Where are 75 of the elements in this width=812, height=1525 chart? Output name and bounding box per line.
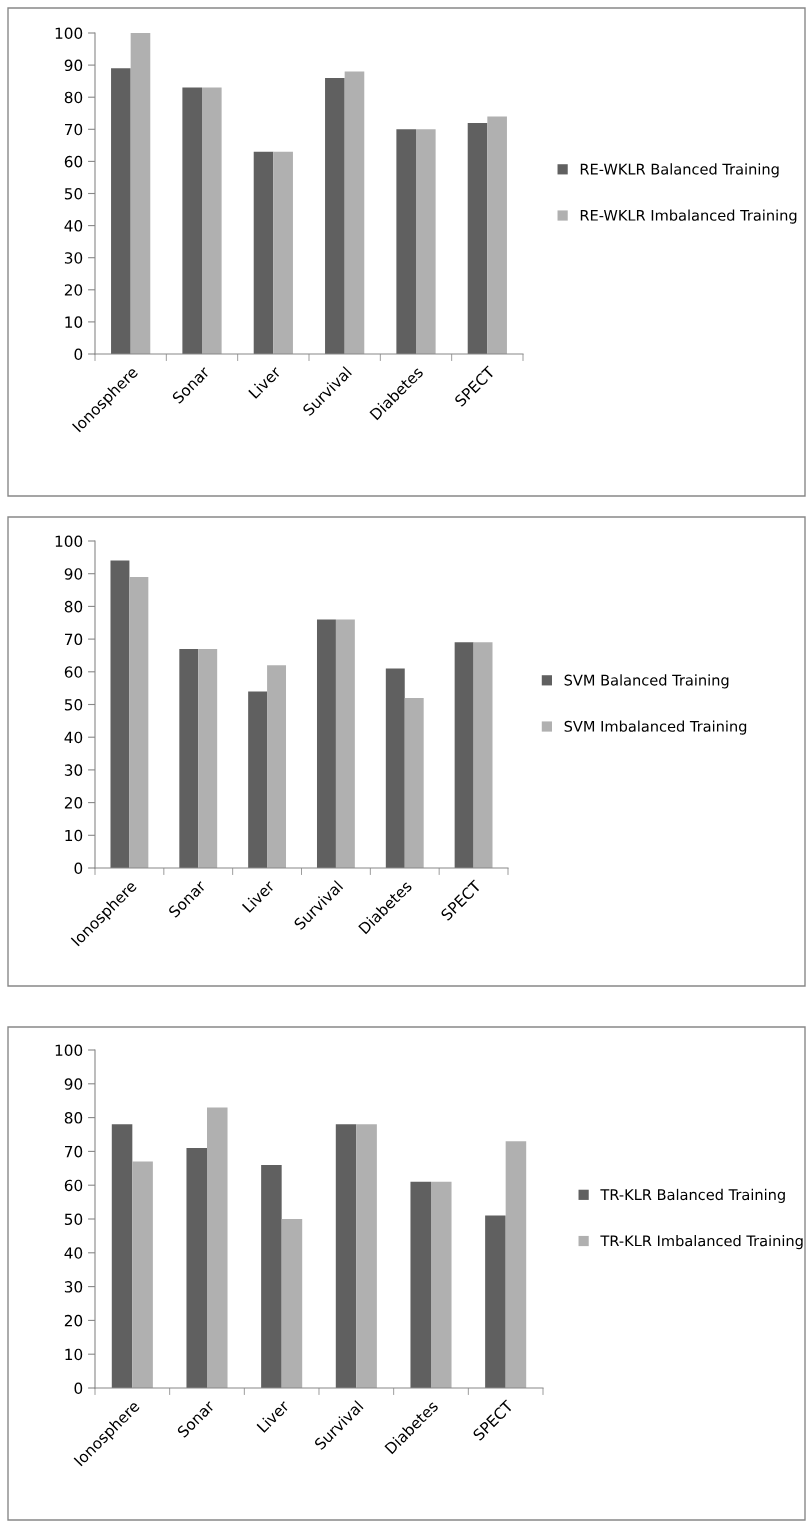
bar xyxy=(356,1124,377,1388)
y-tick-label: 30 xyxy=(64,764,83,776)
bar xyxy=(416,129,436,354)
bar xyxy=(467,122,488,354)
y-tick-label: 80 xyxy=(64,600,83,613)
y-tick-label: 100 xyxy=(55,535,83,548)
y-tick-label: 30 xyxy=(64,252,83,264)
y-tick-label: 40 xyxy=(64,220,83,232)
bar xyxy=(202,87,222,354)
y-tick-label: 90 xyxy=(64,1078,83,1090)
bar xyxy=(111,68,131,354)
bar xyxy=(335,619,355,868)
y-tick-label: 100 xyxy=(55,1044,83,1057)
y-tick-label: 50 xyxy=(64,187,83,200)
bar xyxy=(487,116,507,354)
bar xyxy=(130,33,151,354)
bar xyxy=(410,1181,431,1388)
bar xyxy=(505,1141,527,1388)
legend-label: TR-KLR Balanced Training xyxy=(600,1188,785,1203)
y-tick-label: 70 xyxy=(65,1145,83,1158)
legend-label: TR-KLR Imbalanced Training xyxy=(600,1235,803,1250)
bar xyxy=(198,648,218,868)
y-tick-label: 20 xyxy=(64,797,83,809)
y-tick-label: 0 xyxy=(74,862,83,875)
y-tick-label: 10 xyxy=(65,1348,83,1361)
y-tick-label: 50 xyxy=(64,1213,83,1226)
y-tick-label: 90 xyxy=(64,59,83,72)
y-tick-label: 20 xyxy=(64,1314,83,1327)
bar xyxy=(431,1181,452,1388)
bar xyxy=(132,1161,153,1388)
y-tick-label: 60 xyxy=(64,1179,83,1192)
bar xyxy=(485,1215,506,1388)
legend-label: SVM Balanced Training xyxy=(564,674,729,689)
bar xyxy=(404,697,424,868)
bar xyxy=(207,1107,228,1388)
y-tick-label: 20 xyxy=(64,284,83,296)
bar xyxy=(344,71,365,354)
y-tick-label: 10 xyxy=(65,316,83,328)
bar xyxy=(473,642,493,868)
bar xyxy=(281,1219,303,1388)
y-tick-label: 60 xyxy=(64,155,83,168)
y-tick-label: 70 xyxy=(65,123,83,136)
bar xyxy=(261,1164,282,1388)
y-tick-label: 100 xyxy=(55,27,83,40)
bar xyxy=(129,576,149,868)
bar xyxy=(111,1124,133,1388)
bar xyxy=(186,1148,207,1388)
bar xyxy=(182,87,202,354)
bar xyxy=(248,691,268,868)
y-tick-label: 40 xyxy=(64,1247,83,1259)
bar xyxy=(316,619,336,868)
y-tick-label: 80 xyxy=(64,91,83,104)
y-tick-label: 80 xyxy=(64,1112,83,1124)
y-tick-label: 60 xyxy=(64,666,83,678)
legend-label: RE-WKLR Balanced Training xyxy=(580,163,779,178)
legend-label: RE-WKLR Imbalanced Training xyxy=(580,209,797,224)
y-tick-label: 30 xyxy=(64,1281,83,1293)
bar xyxy=(396,129,416,354)
bar xyxy=(385,668,405,868)
y-tick-label: 90 xyxy=(64,568,83,580)
bar xyxy=(273,151,293,354)
bar xyxy=(325,77,345,354)
bar xyxy=(267,665,287,868)
bar xyxy=(253,151,274,354)
y-tick-label: 70 xyxy=(65,633,83,646)
bar xyxy=(335,1124,357,1388)
y-tick-label: 40 xyxy=(64,731,83,744)
bar xyxy=(454,642,474,868)
legend-label: SVM Imbalanced Training xyxy=(564,720,747,735)
bar xyxy=(179,648,199,868)
y-tick-label: 0 xyxy=(74,1382,83,1395)
y-tick-label: 50 xyxy=(64,698,83,711)
y-tick-label: 10 xyxy=(65,829,83,842)
bar xyxy=(110,560,130,868)
y-tick-label: 0 xyxy=(74,348,83,361)
